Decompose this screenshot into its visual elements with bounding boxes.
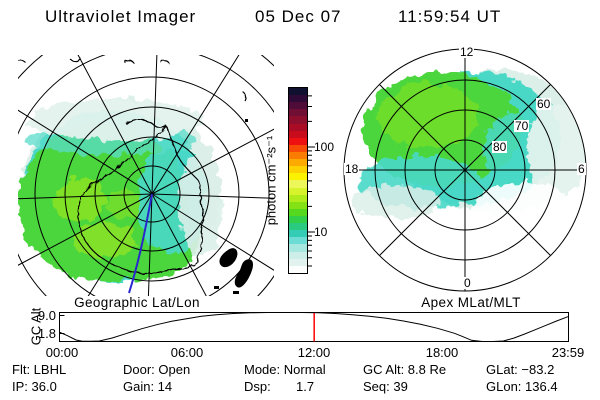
colorbar-tick-100: 100 [314, 140, 335, 154]
status-flt: Flt: LBHL [12, 362, 67, 377]
left-plot-emission [18, 98, 222, 283]
right-plot-caption: Apex MLat/MLT [421, 295, 521, 310]
mlat-label-80: 80 [492, 140, 508, 154]
status-gc-alt: GC Alt: 8.8 Re [363, 362, 447, 377]
date-label: 05 Dec 07 [255, 7, 342, 26]
left-plot-graticule [18, 55, 274, 296]
mlt-label-6: 6 [577, 162, 586, 176]
xtick-0000: 00:00 [45, 345, 79, 360]
mlat-label-60: 60 [536, 97, 552, 111]
xtick-1200: 12:00 [297, 345, 331, 360]
strip-chart-yticks [59, 315, 65, 334]
antarctica-coastline [18, 57, 247, 275]
islands [214, 119, 254, 294]
status-ip: IP: 36.0 [12, 379, 57, 394]
status-glat: GLat: −83.2 [486, 362, 555, 377]
status-glon: GLon: 136.4 [486, 379, 558, 394]
mlt-label-12: 12 [459, 45, 475, 59]
colorbar-units-label: photon cm⁻²s⁻¹ [263, 135, 279, 226]
app-title: Ultraviolet Imager [45, 7, 197, 26]
right-plot-grid [343, 48, 587, 292]
left-plot [18, 55, 274, 296]
xtick-2359: 23:59 [551, 345, 585, 360]
status-dsp: Dsp: 1.7 [244, 379, 315, 394]
mlt-label-0: 0 [463, 276, 472, 290]
xtick-0600: 06:00 [170, 345, 204, 360]
status-gain: Gain: 14 [123, 379, 173, 394]
ytick-9: 9.0 [37, 308, 56, 323]
gc-alt-curve [58, 312, 570, 342]
strip-chart [58, 312, 570, 342]
mlt-label-18: 18 [344, 162, 360, 176]
status-door: Door: Open [123, 362, 191, 377]
colorbar-ticks [308, 95, 315, 267]
colorbar-gradient [288, 87, 308, 274]
mlat-label-70: 70 [514, 119, 530, 133]
blue-meridian-line [128, 193, 153, 294]
xtick-1800: 18:00 [425, 345, 459, 360]
time-label: 11:59:54 UT [398, 7, 502, 26]
status-mode: Mode: Normal [244, 362, 326, 377]
ytick-1-8: 1.8 [37, 326, 56, 341]
status-seq: Seq: 39 [363, 379, 408, 394]
left-plot-caption: Geographic Lat/Lon [74, 295, 200, 310]
colorbar-tick-10: 10 [314, 225, 328, 239]
